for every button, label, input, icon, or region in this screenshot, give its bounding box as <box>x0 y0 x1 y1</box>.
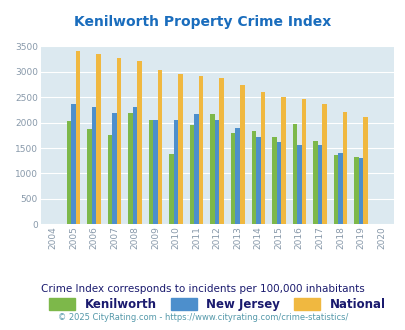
Bar <box>149 119 153 224</box>
Bar <box>92 107 96 224</box>
Bar <box>153 119 158 224</box>
Bar <box>210 115 214 224</box>
Legend: Kenilworth, New Jersey, National: Kenilworth, New Jersey, National <box>49 298 384 311</box>
Bar <box>337 152 342 224</box>
Text: © 2025 CityRating.com - https://www.cityrating.com/crime-statistics/: © 2025 CityRating.com - https://www.city… <box>58 313 347 322</box>
Bar <box>87 129 92 224</box>
Bar <box>321 104 326 224</box>
Bar <box>214 119 219 224</box>
Bar <box>301 99 305 224</box>
Bar <box>169 154 173 224</box>
Bar <box>235 128 239 224</box>
Bar <box>71 104 75 224</box>
Bar <box>107 135 112 224</box>
Bar <box>353 157 358 224</box>
Bar <box>75 50 80 224</box>
Bar <box>292 124 296 224</box>
Bar <box>260 92 264 224</box>
Bar <box>312 142 317 224</box>
Bar <box>358 158 362 224</box>
Bar <box>112 113 117 224</box>
Bar <box>173 119 178 224</box>
Bar <box>362 117 367 224</box>
Bar <box>342 112 346 224</box>
Bar <box>219 78 224 224</box>
Bar <box>117 58 121 224</box>
Text: Crime Index corresponds to incidents per 100,000 inhabitants: Crime Index corresponds to incidents per… <box>41 284 364 294</box>
Bar <box>333 155 337 224</box>
Bar <box>251 131 256 224</box>
Bar <box>271 137 276 224</box>
Bar <box>276 142 280 224</box>
Bar <box>158 70 162 224</box>
Bar <box>190 125 194 224</box>
Bar <box>194 115 198 224</box>
Bar <box>280 97 285 224</box>
Bar <box>96 54 100 224</box>
Bar <box>178 74 183 224</box>
Bar <box>66 120 71 224</box>
Bar <box>137 61 141 224</box>
Bar <box>296 145 301 224</box>
Bar <box>256 137 260 224</box>
Text: Kenilworth Property Crime Index: Kenilworth Property Crime Index <box>74 15 331 29</box>
Bar <box>230 133 235 224</box>
Bar <box>198 76 203 224</box>
Bar <box>317 146 321 224</box>
Bar <box>132 107 137 224</box>
Bar <box>128 113 132 224</box>
Bar <box>239 85 244 224</box>
